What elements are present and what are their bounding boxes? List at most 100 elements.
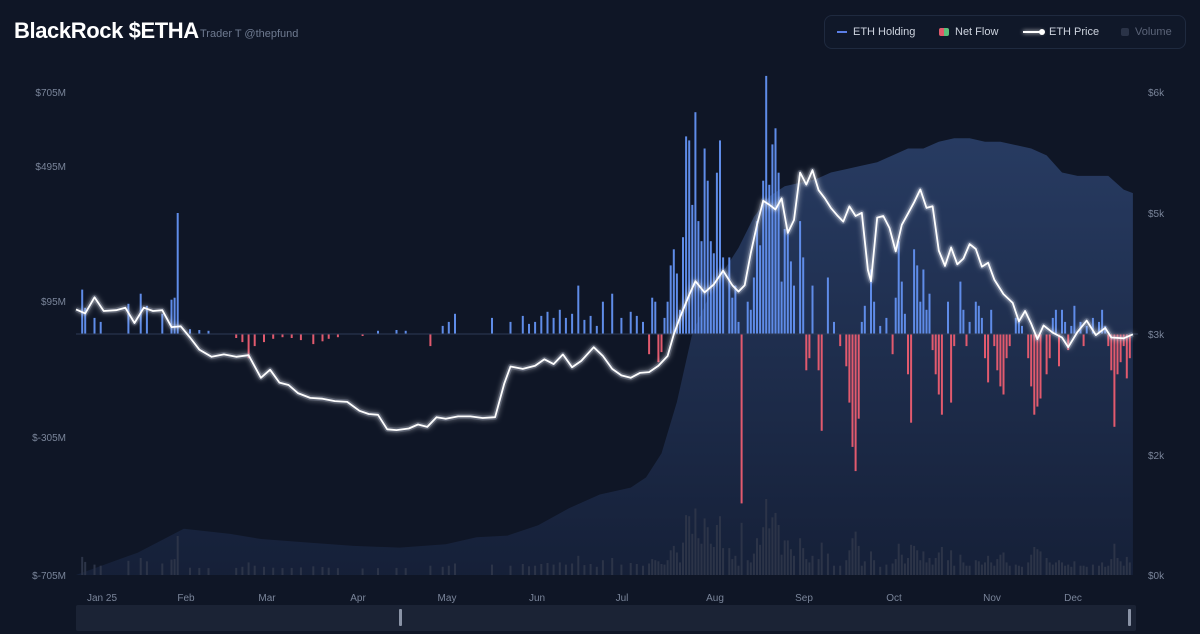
net-flow-bar (247, 334, 250, 359)
net-flow-bar (145, 305, 148, 334)
net-flow-bar (771, 144, 774, 334)
net-flow-bar (620, 317, 623, 334)
net-flow-bar (999, 334, 1002, 387)
net-flow-bar (571, 313, 574, 334)
net-flow-bar (577, 285, 580, 334)
net-flow-bar (336, 334, 339, 338)
net-flow-bar (1021, 325, 1023, 334)
net-flow-bar (663, 317, 666, 334)
volume-bar (1107, 565, 1110, 575)
net-flow-bar (395, 330, 398, 334)
volume-bar (528, 566, 530, 576)
net-flow-bar (1033, 334, 1036, 415)
net-flow-bar (312, 334, 315, 345)
left-tick-label: $95M (41, 297, 66, 308)
net-flow-bar (885, 317, 888, 334)
x-tick-label: Aug (706, 593, 724, 604)
right-tick-label: $6k (1148, 88, 1165, 99)
volume-bar (84, 561, 87, 576)
volume-bar (993, 565, 996, 575)
volume-bar (999, 554, 1002, 575)
net-flow-bar (675, 273, 678, 334)
volume-bar (968, 565, 971, 575)
volume-bar (327, 567, 330, 575)
net-flow-bar (990, 309, 993, 334)
volume-bar (404, 568, 407, 575)
net-flow-bar (811, 285, 814, 334)
legend-eth-price[interactable]: ETH Price (1023, 26, 1099, 38)
volume-bar (1054, 562, 1057, 575)
net-flow-bar (1067, 334, 1070, 351)
net-flow-bar (1039, 334, 1042, 399)
volume-bar (648, 563, 651, 575)
volume-bar (589, 564, 592, 575)
net-flow-bar (672, 249, 675, 334)
net-flow-bar (768, 184, 771, 334)
volume-bar (1091, 564, 1094, 575)
range-handle-right[interactable] (1128, 609, 1131, 626)
net-flow-bar (611, 293, 614, 334)
volume-bar (817, 559, 820, 575)
volume-bar (682, 542, 684, 575)
volume-bar (534, 565, 537, 575)
left-tick-label: $-305M (32, 433, 66, 444)
volume-bar (558, 562, 561, 575)
net-flow-bar (235, 334, 238, 338)
range-handle-left[interactable] (399, 609, 402, 626)
volume-bar (1064, 565, 1067, 575)
legend-eth-holding[interactable]: ETH Holding (837, 26, 915, 38)
net-flow-bar (934, 334, 937, 375)
net-flow-bar (922, 269, 925, 334)
net-flow-bar (715, 172, 718, 334)
net-flow-bar (756, 221, 758, 334)
net-flow-bar (170, 299, 173, 334)
net-flow-bar (534, 321, 537, 334)
volume-bar (802, 548, 805, 575)
volume-bar (491, 564, 493, 575)
net-flow-bar (759, 245, 762, 334)
volume-bar (1085, 566, 1088, 575)
net-flow-bar (928, 293, 931, 334)
right-tick-label: $3k (1148, 330, 1165, 341)
dot-line-icon (1023, 29, 1045, 35)
volume-bar (728, 548, 731, 575)
net-flow-bar (1048, 334, 1051, 359)
net-flow-bar (900, 281, 903, 334)
volume-bar (820, 542, 823, 575)
volume-bar (799, 538, 802, 575)
net-flow-bar (84, 307, 87, 334)
legend-volume[interactable]: Volume (1121, 26, 1172, 38)
net-flow-bars (81, 75, 1131, 504)
volume-bar (746, 560, 749, 575)
net-flow-bar (1122, 334, 1125, 347)
net-flow-bar (1036, 334, 1039, 407)
volume-bar (863, 561, 866, 575)
net-flow-bar (845, 334, 848, 367)
volume-bar (925, 562, 928, 575)
net-flow-bar (984, 334, 986, 359)
volume-bar (1110, 559, 1113, 575)
range-navigator[interactable] (76, 605, 1136, 631)
net-flow-bar (959, 281, 962, 334)
right-tick-label: $2k (1148, 451, 1165, 462)
legend-label: Net Flow (955, 26, 999, 38)
net-flow-bar (648, 334, 651, 355)
holding-area-path (76, 138, 1133, 575)
net-flow-bar (950, 334, 953, 403)
net-flow-bar (993, 334, 996, 347)
legend-net-flow[interactable]: Net Flow (939, 26, 998, 38)
volume-bar (1079, 565, 1082, 575)
volume-bar (934, 558, 937, 575)
volume-bar (873, 560, 876, 575)
volume-bar (703, 518, 706, 575)
volume-bar (777, 525, 780, 575)
volume-bar (996, 559, 999, 575)
volume-bar (447, 565, 450, 575)
volume-bar (540, 564, 543, 575)
volume-bar (919, 560, 922, 575)
volume-bar (1082, 565, 1085, 575)
volume-bar (879, 566, 882, 575)
volume-bar (312, 566, 315, 576)
net-flow-bar (860, 321, 863, 334)
